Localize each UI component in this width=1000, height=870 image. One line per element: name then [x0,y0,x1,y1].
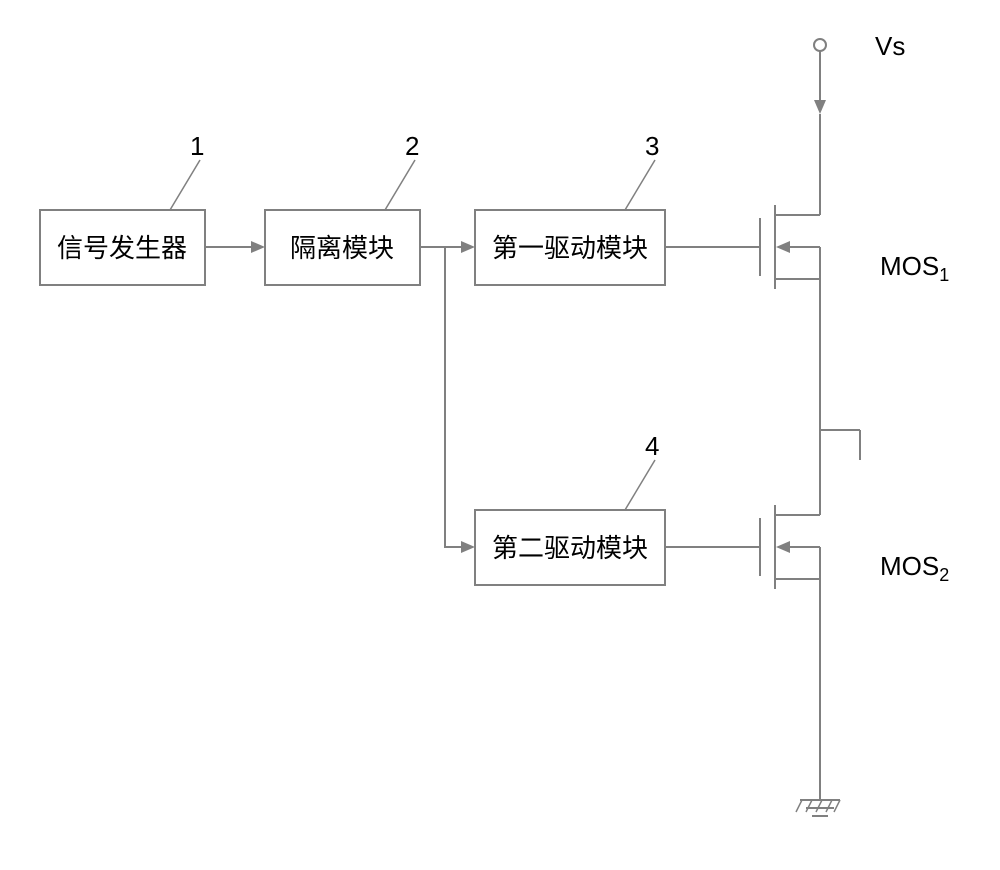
vs-label: Vs [875,31,905,61]
circuit-diagram: 信号发生器 1 隔离模块 2 第一驱动模块 3 第二驱动模块 4 [0,0,1000,870]
block-3-num: 3 [645,131,659,161]
mosfet-2: MOS2 [760,500,949,800]
block-2-label: 隔离模块 [290,233,394,263]
block-3-label: 第一驱动模块 [492,233,648,263]
wire-2-to-3 [420,241,475,253]
mos1-label: MOS1 [880,251,949,285]
wire-1-to-2 [205,241,265,253]
block-1-num: 1 [190,131,204,161]
mosfet-1: MOS1 [760,200,949,395]
block-1-label: 信号发生器 [57,233,187,263]
block-4-num: 4 [645,431,659,461]
mid-node [820,395,860,500]
ground-symbol [796,800,840,816]
block-1-signal-generator: 信号发生器 1 [40,131,205,285]
vs-arrow [814,51,826,200]
wire-2-to-4 [445,247,475,553]
block-2-isolation: 隔离模块 2 [265,131,420,285]
block-4-driver-2: 第二驱动模块 4 [475,431,665,585]
block-4-label: 第二驱动模块 [492,533,648,563]
mos2-label: MOS2 [880,551,949,585]
block-2-num: 2 [405,131,419,161]
block-3-driver-1: 第一驱动模块 3 [475,131,665,285]
vs-terminal: Vs [814,31,905,61]
